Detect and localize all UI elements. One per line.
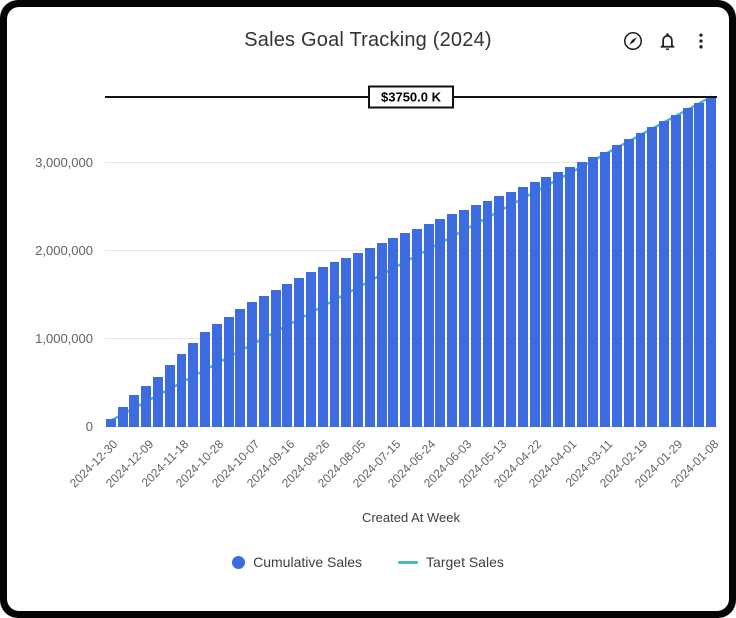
cumulative-sales-bar[interactable] bbox=[458, 210, 469, 427]
bell-icon[interactable] bbox=[655, 29, 679, 53]
chart-title: Sales Goal Tracking (2024) bbox=[244, 29, 492, 51]
cumulative-sales-bar[interactable] bbox=[588, 156, 599, 427]
cumulative-sales-bar[interactable] bbox=[623, 139, 634, 427]
cumulative-sales-bar[interactable] bbox=[517, 187, 528, 427]
cumulative-sales-bar[interactable] bbox=[188, 342, 199, 427]
cumulative-sales-bar[interactable] bbox=[164, 365, 175, 427]
cumulative-sales-bar[interactable] bbox=[553, 171, 564, 427]
cumulative-sales-bar[interactable] bbox=[470, 205, 481, 427]
compass-explore-icon[interactable] bbox=[621, 29, 645, 53]
gridline bbox=[105, 426, 717, 427]
cumulative-sales-bar[interactable] bbox=[611, 145, 622, 427]
cumulative-sales-bar[interactable] bbox=[364, 247, 375, 427]
legend-line-marker bbox=[398, 560, 419, 564]
cumulative-sales-bar[interactable] bbox=[482, 200, 493, 427]
cumulative-sales-bar[interactable] bbox=[411, 228, 422, 427]
cumulative-sales-bar[interactable] bbox=[576, 161, 587, 427]
gridline bbox=[105, 249, 717, 251]
cumulative-sales-bar[interactable] bbox=[435, 219, 446, 427]
y-axis-tick-label: 2,000,000 bbox=[35, 242, 93, 258]
cumulative-sales-bar[interactable] bbox=[176, 353, 187, 427]
cumulative-sales-bar[interactable] bbox=[506, 191, 517, 427]
cumulative-sales-bar[interactable] bbox=[141, 385, 152, 427]
y-axis-tick-label: 1,000,000 bbox=[35, 330, 93, 346]
cumulative-sales-bar[interactable] bbox=[647, 126, 658, 427]
legend: Cumulative Sales Target Sales bbox=[7, 554, 729, 570]
cumulative-sales-bar[interactable] bbox=[400, 233, 411, 427]
cumulative-sales-bar[interactable] bbox=[105, 419, 116, 427]
gridline bbox=[105, 337, 717, 339]
cumulative-sales-bar[interactable] bbox=[376, 243, 387, 427]
x-axis-labels: 2024-12-30 2024-12-09 2024-11-18 2024-10-28… bbox=[67, 431, 721, 517]
plot-area: $3750.0 K bbox=[105, 85, 717, 427]
cumulative-sales-bar[interactable] bbox=[235, 309, 246, 427]
cumulative-sales-bar[interactable] bbox=[294, 277, 305, 427]
cumulative-sales-bar[interactable] bbox=[270, 289, 281, 427]
cumulative-sales-bar[interactable] bbox=[258, 295, 269, 427]
cumulative-sales-bar[interactable] bbox=[117, 406, 128, 427]
cumulative-sales-bar[interactable] bbox=[600, 151, 611, 427]
cumulative-sales-bar[interactable] bbox=[200, 331, 211, 427]
cumulative-sales-bar[interactable] bbox=[211, 324, 222, 427]
cumulative-sales-bar[interactable] bbox=[423, 223, 434, 427]
legend-label-target-sales: Target Sales bbox=[426, 554, 504, 570]
x-axis-title: Created At Week bbox=[361, 510, 461, 525]
cumulative-sales-bar[interactable] bbox=[682, 108, 693, 427]
cumulative-sales-bar[interactable] bbox=[317, 267, 328, 427]
cumulative-sales-bar[interactable] bbox=[670, 114, 681, 427]
cumulative-sales-bar[interactable] bbox=[541, 177, 552, 427]
cumulative-sales-bar[interactable] bbox=[152, 376, 163, 427]
cumulative-sales-bar[interactable] bbox=[329, 262, 340, 427]
cumulative-sales-bar[interactable] bbox=[223, 316, 234, 427]
cumulative-sales-bar[interactable] bbox=[341, 257, 352, 427]
cumulative-sales-bar[interactable] bbox=[529, 182, 540, 427]
cumulative-sales-bar[interactable] bbox=[659, 120, 670, 427]
cumulative-sales-bar[interactable] bbox=[635, 133, 646, 427]
y-axis-tick-label: 3,000,000 bbox=[35, 154, 93, 170]
cumulative-sales-bar[interactable] bbox=[247, 302, 258, 427]
cumulative-sales-bar[interactable] bbox=[564, 166, 575, 427]
y-axis-labels: 0 1,000,000 2,000,000 3,000,000 bbox=[7, 89, 93, 434]
target-sales-line[interactable] bbox=[105, 89, 717, 427]
legend-label-cumulative-sales: Cumulative Sales bbox=[253, 554, 363, 570]
cumulative-sales-bar[interactable] bbox=[706, 96, 717, 427]
cumulative-sales-bar[interactable] bbox=[353, 252, 364, 427]
cumulative-sales-bar[interactable] bbox=[494, 196, 505, 427]
cumulative-sales-bar[interactable] bbox=[129, 395, 140, 427]
chart-card: Sales Goal Tracking (2024) bbox=[7, 7, 729, 611]
kebab-menu-icon[interactable] bbox=[689, 29, 713, 53]
cumulative-sales-bar[interactable] bbox=[694, 102, 705, 427]
cumulative-sales-bar[interactable] bbox=[282, 283, 293, 427]
cumulative-sales-bar[interactable] bbox=[388, 238, 399, 427]
gridline bbox=[105, 161, 717, 163]
legend-item-target-sales[interactable]: Target Sales bbox=[398, 554, 504, 570]
reference-line-label: $3750.0 K bbox=[368, 85, 454, 109]
header-icon-bar bbox=[621, 29, 713, 53]
legend-circle-marker bbox=[232, 555, 246, 569]
cumulative-sales-bar[interactable] bbox=[447, 214, 458, 427]
cumulative-sales-bar[interactable] bbox=[305, 272, 316, 427]
legend-item-cumulative-sales[interactable]: Cumulative Sales bbox=[232, 554, 362, 570]
y-axis-tick-label: 0 bbox=[85, 419, 93, 434]
